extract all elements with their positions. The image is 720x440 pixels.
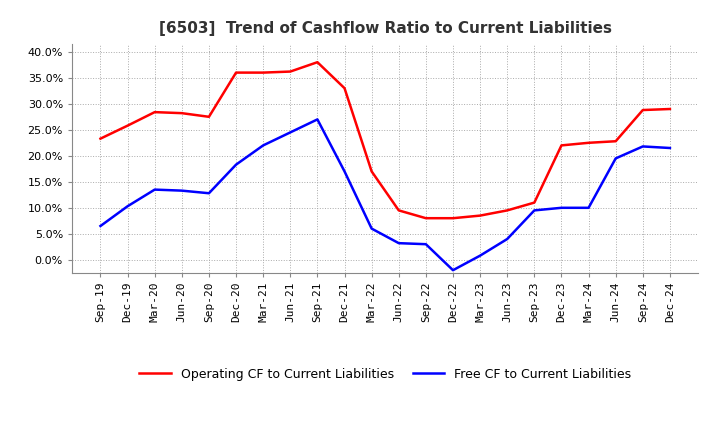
Operating CF to Current Liabilities bbox=[665, 106, 674, 112]
Free CF to Current Liabilities bbox=[395, 241, 403, 246]
Free CF to Current Liabilities bbox=[665, 145, 674, 150]
Title: [6503]  Trend of Cashflow Ratio to Current Liabilities: [6503] Trend of Cashflow Ratio to Curren… bbox=[158, 21, 612, 36]
Free CF to Current Liabilities bbox=[123, 204, 132, 209]
Operating CF to Current Liabilities bbox=[421, 216, 430, 221]
Free CF to Current Liabilities bbox=[530, 208, 539, 213]
Operating CF to Current Liabilities bbox=[367, 169, 376, 174]
Operating CF to Current Liabilities bbox=[259, 70, 268, 75]
Operating CF to Current Liabilities bbox=[313, 59, 322, 65]
Line: Free CF to Current Liabilities: Free CF to Current Liabilities bbox=[101, 119, 670, 270]
Operating CF to Current Liabilities bbox=[150, 110, 159, 115]
Operating CF to Current Liabilities bbox=[341, 85, 349, 91]
Operating CF to Current Liabilities bbox=[530, 200, 539, 205]
Operating CF to Current Liabilities bbox=[584, 140, 593, 146]
Free CF to Current Liabilities bbox=[150, 187, 159, 192]
Free CF to Current Liabilities bbox=[611, 156, 620, 161]
Operating CF to Current Liabilities bbox=[639, 107, 647, 113]
Operating CF to Current Liabilities bbox=[286, 69, 294, 74]
Operating CF to Current Liabilities bbox=[96, 136, 105, 141]
Free CF to Current Liabilities bbox=[178, 188, 186, 193]
Free CF to Current Liabilities bbox=[557, 205, 566, 210]
Legend: Operating CF to Current Liabilities, Free CF to Current Liabilities: Operating CF to Current Liabilities, Fre… bbox=[135, 363, 636, 385]
Operating CF to Current Liabilities bbox=[123, 123, 132, 128]
Free CF to Current Liabilities bbox=[367, 226, 376, 231]
Operating CF to Current Liabilities bbox=[395, 208, 403, 213]
Operating CF to Current Liabilities bbox=[476, 213, 485, 218]
Free CF to Current Liabilities bbox=[313, 117, 322, 122]
Operating CF to Current Liabilities bbox=[557, 143, 566, 148]
Free CF to Current Liabilities bbox=[584, 205, 593, 210]
Free CF to Current Liabilities bbox=[421, 242, 430, 247]
Operating CF to Current Liabilities bbox=[611, 139, 620, 144]
Operating CF to Current Liabilities bbox=[449, 216, 457, 221]
Free CF to Current Liabilities bbox=[96, 224, 105, 229]
Free CF to Current Liabilities bbox=[449, 268, 457, 273]
Free CF to Current Liabilities bbox=[259, 143, 268, 148]
Free CF to Current Liabilities bbox=[476, 253, 485, 258]
Free CF to Current Liabilities bbox=[286, 130, 294, 135]
Free CF to Current Liabilities bbox=[639, 144, 647, 149]
Free CF to Current Liabilities bbox=[341, 169, 349, 174]
Free CF to Current Liabilities bbox=[204, 191, 213, 196]
Operating CF to Current Liabilities bbox=[232, 70, 240, 75]
Operating CF to Current Liabilities bbox=[503, 208, 511, 213]
Free CF to Current Liabilities bbox=[232, 162, 240, 167]
Operating CF to Current Liabilities bbox=[178, 110, 186, 116]
Line: Operating CF to Current Liabilities: Operating CF to Current Liabilities bbox=[101, 62, 670, 218]
Free CF to Current Liabilities bbox=[503, 236, 511, 242]
Operating CF to Current Liabilities bbox=[204, 114, 213, 119]
